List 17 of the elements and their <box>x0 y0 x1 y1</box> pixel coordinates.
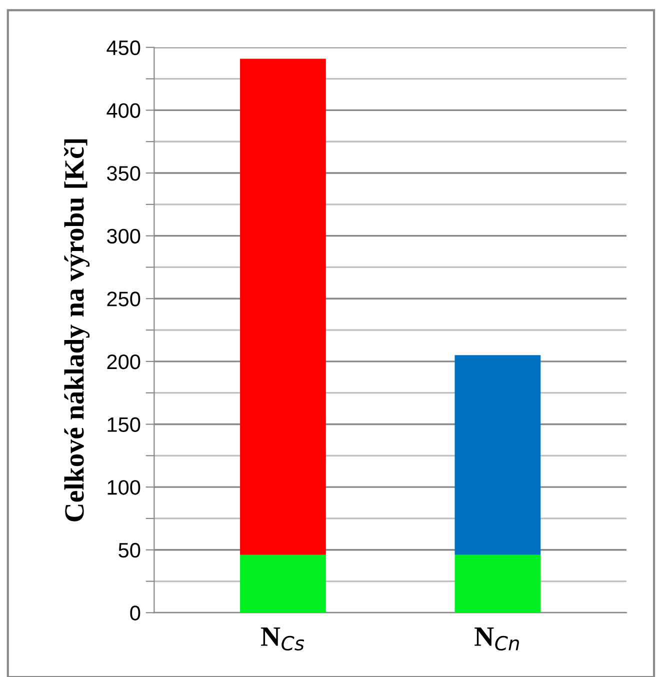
y-tick-label: 150 <box>108 417 140 432</box>
x-tick-label: N$_{Cs}$ <box>261 628 304 651</box>
y-tick-label: 350 <box>107 166 140 181</box>
y-tick-label: 100 <box>108 480 140 495</box>
y-tick-label: 0 <box>130 606 140 620</box>
y-tick-label: 400 <box>106 103 140 118</box>
y-tick-label: 250 <box>107 292 140 306</box>
y-tick-label: 300 <box>107 228 140 244</box>
y-axis-title: Celkové náklady na výrobu [Kč] <box>64 139 90 522</box>
bar <box>240 554 326 613</box>
bar <box>454 554 541 613</box>
y-tick-label: 450 <box>106 40 140 56</box>
bar <box>240 58 326 555</box>
y-tick-label: 200 <box>107 354 140 370</box>
x-tick-label: N$_{Cn}$ <box>474 628 519 651</box>
bar <box>454 355 541 555</box>
y-tick-label: 50 <box>118 542 140 558</box>
